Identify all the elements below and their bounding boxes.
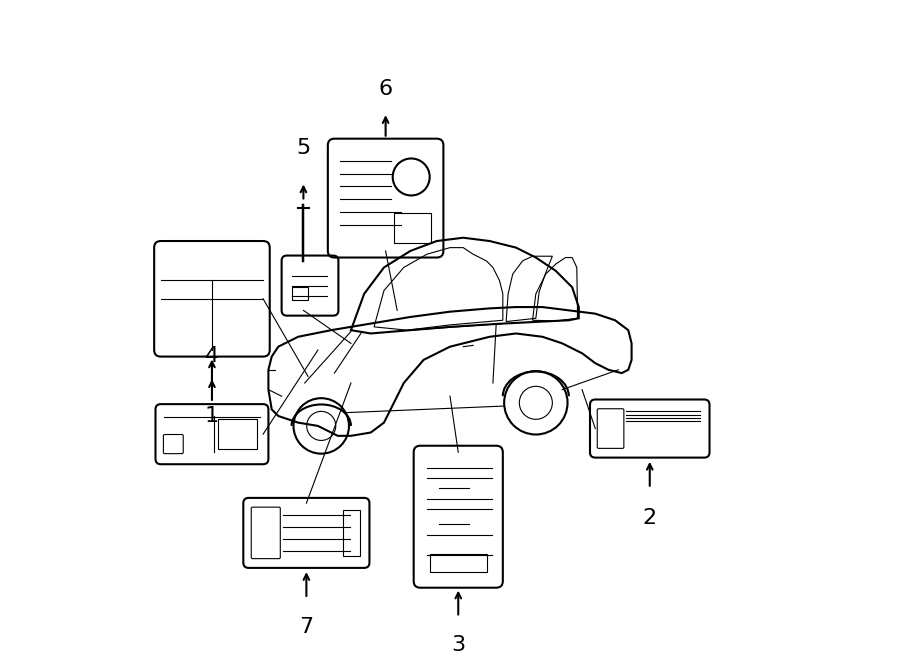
Text: 7: 7 bbox=[300, 617, 313, 637]
Bar bbox=[292, 288, 308, 301]
Text: 4: 4 bbox=[205, 346, 219, 366]
Text: 6: 6 bbox=[379, 79, 392, 99]
Bar bbox=[344, 510, 359, 556]
Bar bbox=[218, 419, 257, 449]
Text: 3: 3 bbox=[451, 635, 465, 655]
Text: 2: 2 bbox=[643, 508, 657, 528]
Text: 5: 5 bbox=[296, 139, 310, 159]
Text: 1: 1 bbox=[205, 406, 219, 426]
Bar bbox=[394, 214, 431, 243]
